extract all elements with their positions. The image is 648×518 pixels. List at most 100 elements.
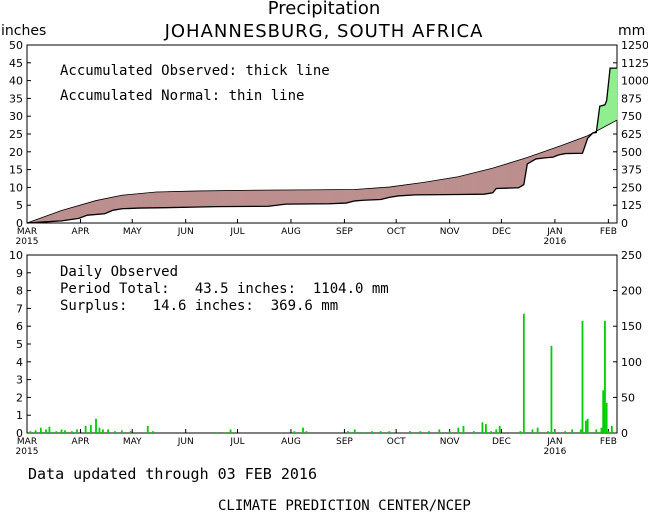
daily-bar	[293, 431, 296, 433]
y-tick-label-right-top: 1250	[621, 39, 648, 52]
y-tick-label-left-top: 50	[9, 39, 23, 52]
x-tick-label-top: APR	[72, 227, 90, 237]
x-tick-label-top: MAY	[123, 227, 142, 237]
daily-bar	[60, 429, 63, 433]
y-tick-label-left-bottom: 0	[16, 427, 23, 440]
annotation-observed: Accumulated Observed: thick line	[60, 63, 330, 79]
y-tick-label-left-top: 5	[16, 199, 23, 212]
daily-bar	[305, 431, 308, 433]
daily-bar	[484, 424, 487, 433]
daily-bar	[531, 429, 534, 433]
x-tick-label-top: AUG	[281, 227, 301, 237]
x-tick-label-bottom: AUG	[281, 437, 301, 447]
daily-bar	[120, 430, 123, 433]
y-tick-label-left-top: 20	[9, 146, 23, 159]
daily-bar	[224, 432, 227, 433]
y-tick-label-right-top: 750	[621, 110, 642, 123]
y-tick-label-left-top: 35	[9, 92, 23, 105]
daily-bar	[55, 431, 58, 433]
y-tick-label-left-bottom: 8	[16, 285, 23, 298]
x-tick-label-bottom: SEP	[336, 437, 353, 447]
y-tick-label-right-bottom: 150	[621, 320, 642, 333]
daily-bar	[438, 429, 441, 433]
y-tick-label-right-top: 250	[621, 181, 642, 194]
x-tick-label-top: JAN	[546, 227, 562, 237]
y-tick-label-right-top: 1000	[621, 75, 648, 88]
daily-bar	[490, 431, 492, 433]
y-tick-label-left-top: 40	[9, 75, 23, 88]
daily-bar	[229, 429, 232, 433]
x-tick-label-bottom: JAN	[546, 437, 562, 447]
daily-bar	[302, 427, 304, 433]
daily-bar	[353, 429, 356, 433]
daily-bar	[428, 431, 430, 433]
daily-bar	[39, 427, 42, 433]
normal-line	[26, 119, 618, 224]
daily-bar	[84, 425, 87, 433]
x-tick-label-bottom: MAY	[123, 437, 142, 447]
daily-bar	[553, 431, 556, 433]
x-tick-label-top: JUL	[229, 227, 244, 237]
daily-bar	[89, 424, 92, 433]
y-tick-label-right-bottom: 50	[621, 391, 635, 404]
annotation-normal: Accumulated Normal: thin line	[60, 88, 305, 104]
observed-line	[26, 67, 617, 224]
y-tick-label-left-bottom: 2	[16, 391, 23, 404]
annotation-daily-observed: Daily Observed	[60, 264, 179, 280]
y-tick-label-left-top: 15	[9, 164, 23, 177]
daily-bar	[498, 425, 501, 433]
daily-bar	[362, 432, 365, 433]
y-tick-label-left-top: 10	[9, 181, 23, 194]
y-tick-label-right-top: 500	[621, 146, 642, 159]
daily-bar	[45, 429, 47, 433]
x-tick-label-top: SEP	[336, 227, 353, 237]
daily-bar	[610, 425, 613, 433]
daily-bar	[371, 431, 373, 433]
x-year-label-top: 2015	[16, 237, 39, 247]
daily-bar	[129, 431, 132, 433]
x-tick-label-top: OCT	[387, 227, 406, 237]
chart-title: Precipitation	[267, 0, 381, 19]
y-tick-label-left-bottom: 1	[16, 409, 23, 422]
daily-bar	[448, 431, 451, 433]
y-tick-label-left-top: 25	[9, 128, 23, 141]
y-tick-label-left-top: 45	[9, 57, 23, 70]
x-tick-label-bottom: JUL	[229, 437, 244, 447]
y-tick-label-left-bottom: 6	[16, 320, 23, 333]
daily-bar	[107, 429, 109, 433]
x-tick-label-bottom: APR	[72, 437, 90, 447]
y-tick-label-left-bottom: 4	[16, 356, 23, 369]
x-tick-label-bottom: OCT	[387, 437, 406, 447]
chart-subtitle: JOHANNESBURG, SOUTH AFRICA	[164, 21, 484, 42]
daily-bar	[409, 431, 411, 433]
units-left-label: inches	[1, 23, 47, 39]
daily-bar	[604, 320, 606, 433]
y-tick-label-right-top: 0	[621, 217, 628, 230]
daily-bar	[522, 313, 525, 433]
y-tick-label-right-bottom: 250	[621, 249, 642, 262]
daily-bar	[536, 427, 539, 433]
daily-bar	[388, 431, 391, 433]
daily-bar	[48, 426, 51, 433]
y-tick-label-left-bottom: 3	[16, 374, 23, 387]
daily-bar	[595, 429, 598, 433]
daily-bar	[600, 427, 603, 433]
daily-bar	[114, 431, 116, 433]
y-tick-label-left-top: 0	[16, 217, 23, 230]
daily-bar	[579, 429, 582, 433]
daily-bar	[152, 431, 154, 433]
y-tick-label-right-bottom: 200	[621, 285, 642, 298]
daily-bar	[346, 431, 349, 433]
x-tick-label-bottom: NOV	[440, 437, 461, 447]
x-tick-label-bottom: DEC	[492, 437, 511, 447]
y-tick-label-left-bottom: 9	[16, 267, 23, 280]
daily-bar	[70, 431, 73, 433]
daily-bar	[64, 430, 66, 433]
daily-bar	[215, 432, 218, 433]
x-tick-label-bottom: FEB	[600, 437, 617, 447]
daily-bar	[581, 320, 584, 433]
y-tick-label-right-top: 625	[621, 128, 642, 141]
y-tick-label-right-top: 125	[621, 199, 642, 212]
daily-bar	[605, 402, 608, 433]
daily-bar	[76, 429, 78, 433]
